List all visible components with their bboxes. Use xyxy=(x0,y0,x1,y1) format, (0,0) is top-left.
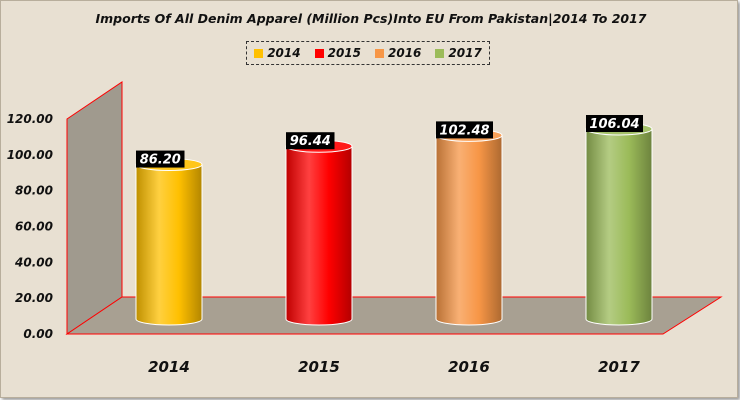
x-category-label: 2015 xyxy=(298,358,340,376)
x-category-label: 2017 xyxy=(598,358,640,376)
x-category-label: 2016 xyxy=(448,358,490,376)
side-wall xyxy=(66,81,123,335)
data-label: 106.04 xyxy=(589,117,639,132)
data-label: 102.48 xyxy=(439,123,489,138)
data-label-box xyxy=(136,150,185,168)
y-tick-label: 60.00 xyxy=(15,220,53,234)
legend-swatch-2016 xyxy=(375,48,384,58)
y-tick-label: 0.00 xyxy=(23,327,53,341)
y-tick-label: 100.00 xyxy=(7,148,53,162)
x-category-label: 2014 xyxy=(148,358,190,376)
bar-2014 xyxy=(135,158,203,326)
legend-label-2016: 2016 xyxy=(388,46,422,60)
legend-item-2014: 2014 xyxy=(254,46,301,60)
data-label: 96.44 xyxy=(290,134,331,149)
legend-label-2014: 2014 xyxy=(267,46,301,60)
legend-item-2016: 2016 xyxy=(375,46,421,60)
data-label-box xyxy=(586,115,643,133)
data-label-box xyxy=(436,121,493,139)
legend-item-2017: 2017 xyxy=(435,46,482,60)
legend-label-2017: 2017 xyxy=(448,46,482,60)
legend: 2014 2015 2016 2017 xyxy=(246,41,490,65)
legend-label-2015: 2015 xyxy=(327,46,361,60)
chart-floor xyxy=(65,296,723,335)
chart-title: Imports Of All Denim Apparel (Million Pc… xyxy=(95,11,647,26)
bar-2015 xyxy=(285,139,353,326)
legend-swatch-2015 xyxy=(314,48,324,58)
y-tick-label: 120.00 xyxy=(7,112,53,126)
bar-body xyxy=(435,134,503,326)
y-tick-label: 80.00 xyxy=(15,184,53,198)
bar-2016 xyxy=(435,128,503,326)
y-tick-label: 40.00 xyxy=(14,255,53,269)
bar-body xyxy=(585,128,653,326)
bar-body xyxy=(135,164,203,326)
legend-item-2015: 2015 xyxy=(314,46,361,60)
data-label: 86.20 xyxy=(140,153,181,168)
data-label-box xyxy=(286,132,335,150)
bar-body xyxy=(285,145,353,326)
y-tick-label: 20.00 xyxy=(15,291,53,305)
legend-swatch-2017 xyxy=(435,48,445,58)
legend-swatch-2014 xyxy=(254,48,264,58)
bar-2017 xyxy=(585,122,653,326)
